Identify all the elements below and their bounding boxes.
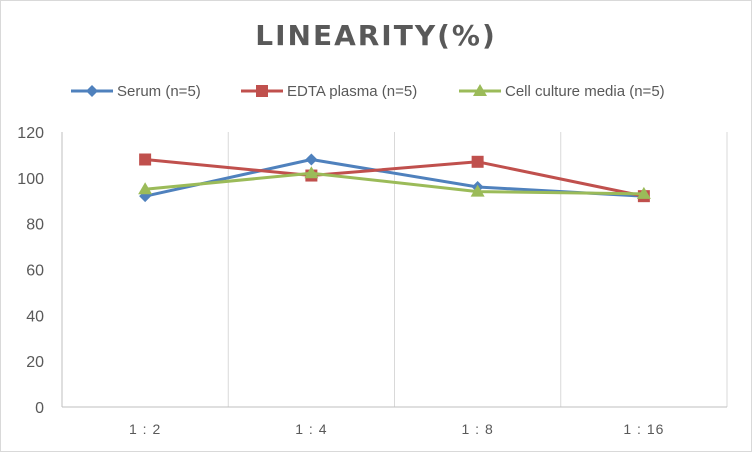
legend-marker-edta-plasma <box>241 85 283 97</box>
data-point-diamond <box>305 153 318 166</box>
data-point-square <box>139 153 152 166</box>
data-point-square <box>471 155 484 168</box>
series-line <box>144 158 645 198</box>
legend-item-edta-plasma: EDTA plasma (n=5) <box>241 79 417 103</box>
data-point-triangle <box>636 186 651 199</box>
chart-title: LINEARITY(%) <box>255 19 497 52</box>
y-tick-label: 100 <box>17 171 44 188</box>
legend-item-serum: Serum (n=5) <box>71 79 201 103</box>
legend-marker-cell-culture-media <box>459 84 501 96</box>
legend-marker-serum <box>71 85 113 97</box>
series-line <box>144 171 644 196</box>
legend-label-cell-culture-media: Cell culture media (n=5) <box>505 82 665 100</box>
data-point-triangle <box>304 166 319 179</box>
data-point-triangle <box>470 184 485 197</box>
y-tick-label: 80 <box>26 217 44 234</box>
x-tick-label: 1 : 16 <box>623 421 664 437</box>
y-tick-label: 0 <box>35 400 44 417</box>
x-tick-label: 1 : 2 <box>129 421 161 437</box>
y-tick-label: 40 <box>26 308 44 325</box>
y-tick-label: 20 <box>26 354 44 371</box>
y-tick-label: 120 <box>17 125 44 142</box>
legend: Serum (n=5) EDTA plasma (n=5) Cell cultu… <box>1 79 751 103</box>
data-point-triangle <box>138 182 153 195</box>
legend-label-edta-plasma: EDTA plasma (n=5) <box>287 82 418 100</box>
legend-item-cell-culture-media: Cell culture media (n=5) <box>459 79 665 103</box>
legend-label-serum: Serum (n=5) <box>117 82 201 100</box>
y-tick-label: 60 <box>26 263 44 280</box>
x-tick-label: 1 : 8 <box>462 421 494 437</box>
x-tick-label: 1 : 4 <box>295 421 327 437</box>
